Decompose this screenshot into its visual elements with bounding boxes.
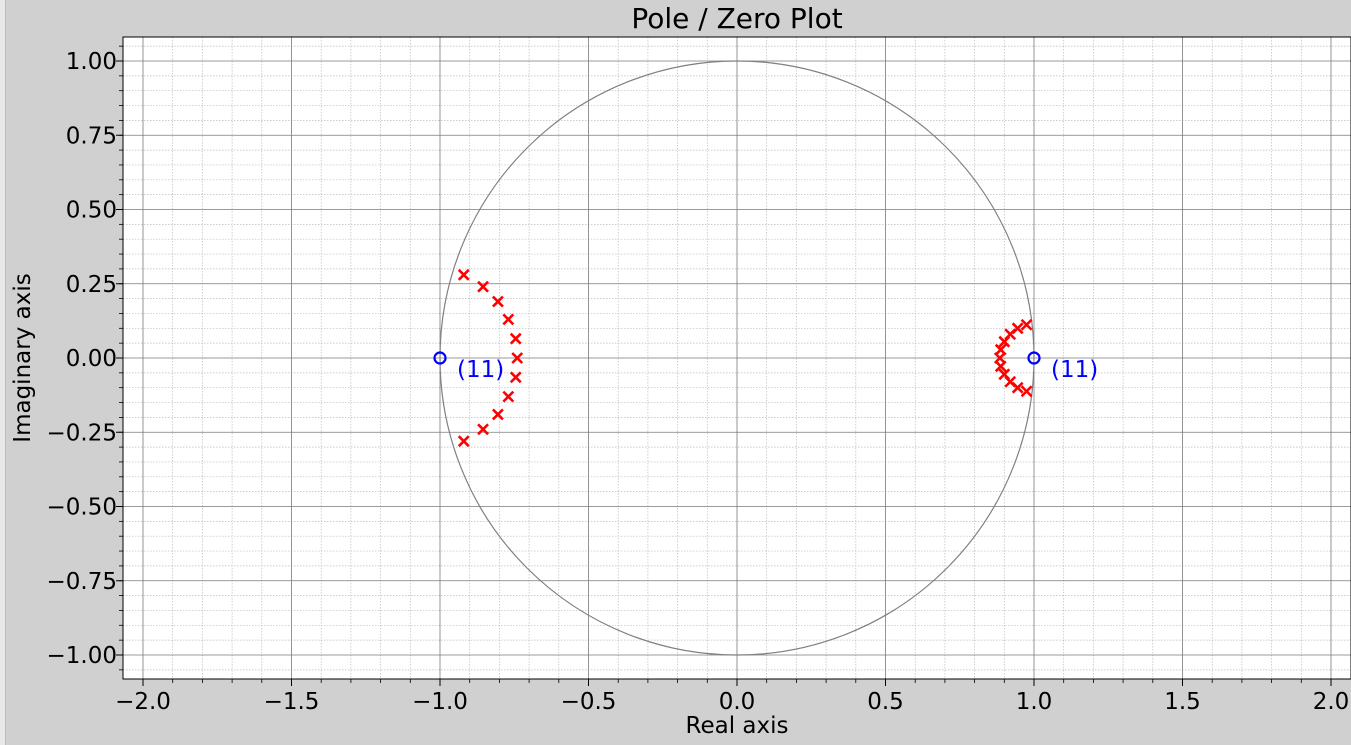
- pole-marker: [477, 280, 489, 293]
- pole-marker: [511, 352, 524, 364]
- pole-marker: [1011, 381, 1024, 394]
- x-tick-label: 2.0: [1313, 689, 1350, 715]
- y-tick-label: 1.00: [66, 49, 117, 75]
- pole-marker: [994, 360, 1007, 373]
- x-axis-ticks: −2.0 −1.5 −1.0 −0.5 0.0 0.5 1.0 1.5 2.0: [115, 679, 1349, 715]
- x-axis-label: Real axis: [686, 713, 789, 739]
- plot-frame: [122, 36, 1351, 680]
- x-tick-label: −2.0: [115, 689, 171, 715]
- y-tick-label: −0.75: [47, 569, 117, 595]
- x-tick-label: 0.0: [719, 689, 756, 715]
- y-tick-label: −1.00: [47, 643, 117, 669]
- pole-marker: [502, 390, 515, 403]
- pole-marker: [1020, 385, 1033, 398]
- pole-marker: [509, 371, 522, 384]
- zero-multiplicity-label: (11): [1051, 357, 1098, 383]
- y-tick-label: −0.50: [47, 495, 117, 521]
- pole-marker: [998, 335, 1011, 348]
- zero-marker: [433, 351, 447, 365]
- pole-marker: [457, 435, 470, 448]
- zero-marker: [1027, 351, 1041, 365]
- x-tick-label: 1.5: [1164, 689, 1201, 715]
- y-axis-label: Imaginary axis: [10, 273, 36, 442]
- x-tick-label: 0.5: [867, 689, 904, 715]
- y-tick-label: 0.50: [66, 198, 117, 224]
- chart-title: Pole / Zero Plot: [631, 2, 842, 35]
- zeros-group: (11) (11): [433, 351, 1098, 383]
- x-tick-label: −0.5: [561, 689, 617, 715]
- unit-circle: [439, 60, 1035, 656]
- y-axis-ticks: 1.00 0.75 0.50 0.25 0.00 −0.25 −0.50 −0.75 −1.00: [47, 45, 123, 671]
- window-left-edge: [0, 0, 6, 745]
- pole-marker: [491, 408, 504, 421]
- major-grid: [123, 37, 1351, 679]
- y-tick-label: 0.25: [66, 272, 117, 298]
- y-tick-label: 0.75: [66, 123, 117, 149]
- x-tick-label: −1.5: [264, 689, 320, 715]
- pole-marker: [491, 295, 504, 308]
- x-tick-label: −1.0: [412, 689, 468, 715]
- zero-multiplicity-label: (11): [457, 357, 504, 383]
- pole-marker: [1020, 318, 1033, 331]
- pole-marker: [509, 332, 522, 345]
- y-tick-label: 0.00: [66, 346, 117, 372]
- pole-marker: [502, 313, 515, 326]
- pole-marker: [477, 423, 489, 436]
- poles-group: [457, 268, 1033, 448]
- pole-marker: [457, 268, 470, 281]
- y-tick-label: −0.25: [47, 420, 117, 446]
- x-tick-label: 1.0: [1016, 689, 1053, 715]
